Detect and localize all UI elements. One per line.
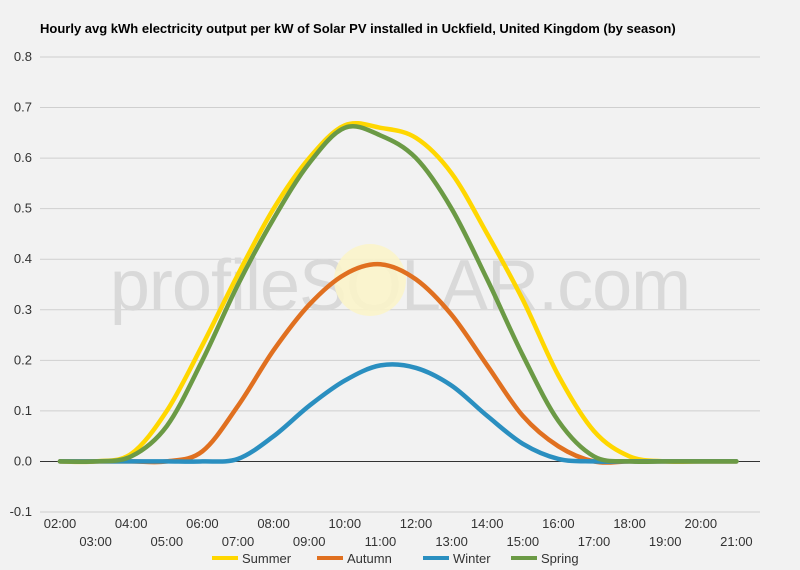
x-tick-label: 05:00 [151, 534, 184, 549]
legend-item-summer[interactable]: Summer [212, 551, 292, 566]
x-tick-label: 07:00 [222, 534, 255, 549]
x-tick-label: 18:00 [613, 516, 646, 531]
y-tick-label: 0.4 [14, 251, 32, 266]
x-tick-label: 08:00 [257, 516, 290, 531]
watermark-sun-icon [334, 244, 406, 316]
y-axis: 0.8 0.7 0.6 0.5 0.4 0.3 0.2 0.1 0.0 -0.1 [10, 49, 32, 519]
legend-item-winter[interactable]: Winter [423, 551, 491, 566]
x-tick-label: 11:00 [365, 534, 397, 549]
series-line-summer [57, 120, 739, 465]
y-tick-label: 0.6 [14, 150, 32, 165]
x-tick-label: 03:00 [79, 534, 112, 549]
x-tick-label: 20:00 [685, 516, 718, 531]
x-tick-label: 17:00 [578, 534, 611, 549]
y-tick-label: 0.8 [14, 49, 32, 64]
x-tick-label: 13:00 [435, 534, 468, 549]
y-tick-label: 0.1 [14, 403, 32, 418]
y-tick-label: 0.5 [14, 201, 32, 216]
y-tick-label: 0.7 [14, 100, 32, 115]
x-tick-label: 02:00 [44, 516, 77, 531]
legend-item-spring[interactable]: Spring [511, 551, 579, 566]
series-line-spring [57, 124, 739, 465]
x-tick-label: 19:00 [649, 534, 682, 549]
series-layer [57, 120, 739, 465]
y-tick-label: 0.2 [14, 352, 32, 367]
x-tick-label: 15:00 [507, 534, 540, 549]
legend-label: Autumn [347, 551, 392, 566]
y-tick-label: 0.3 [14, 302, 32, 317]
chart-title: Hourly avg kWh electricity output per kW… [40, 21, 676, 36]
series-line-winter [57, 362, 739, 464]
y-tick-label: 0.0 [14, 453, 32, 468]
x-axis: 02:00 04:00 06:00 08:00 10:00 12:00 14:00 16:00… [44, 516, 753, 549]
x-tick-label: 09:00 [293, 534, 326, 549]
legend-label: Summer [242, 551, 292, 566]
grid-layer [40, 56, 760, 513]
y-tick-label: -0.1 [10, 504, 32, 519]
legend-label: Spring [541, 551, 579, 566]
legend-label: Winter [453, 551, 491, 566]
x-tick-label: 04:00 [115, 516, 148, 531]
legend[interactable]: Summer Autumn Winter Spring [212, 551, 579, 566]
x-tick-label: 12:00 [400, 516, 433, 531]
x-tick-label: 10:00 [329, 516, 362, 531]
legend-item-autumn[interactable]: Autumn [317, 551, 392, 566]
x-tick-label: 06:00 [186, 516, 219, 531]
x-tick-label: 14:00 [471, 516, 504, 531]
x-tick-label: 21:00 [720, 534, 753, 549]
x-tick-label: 16:00 [542, 516, 575, 531]
